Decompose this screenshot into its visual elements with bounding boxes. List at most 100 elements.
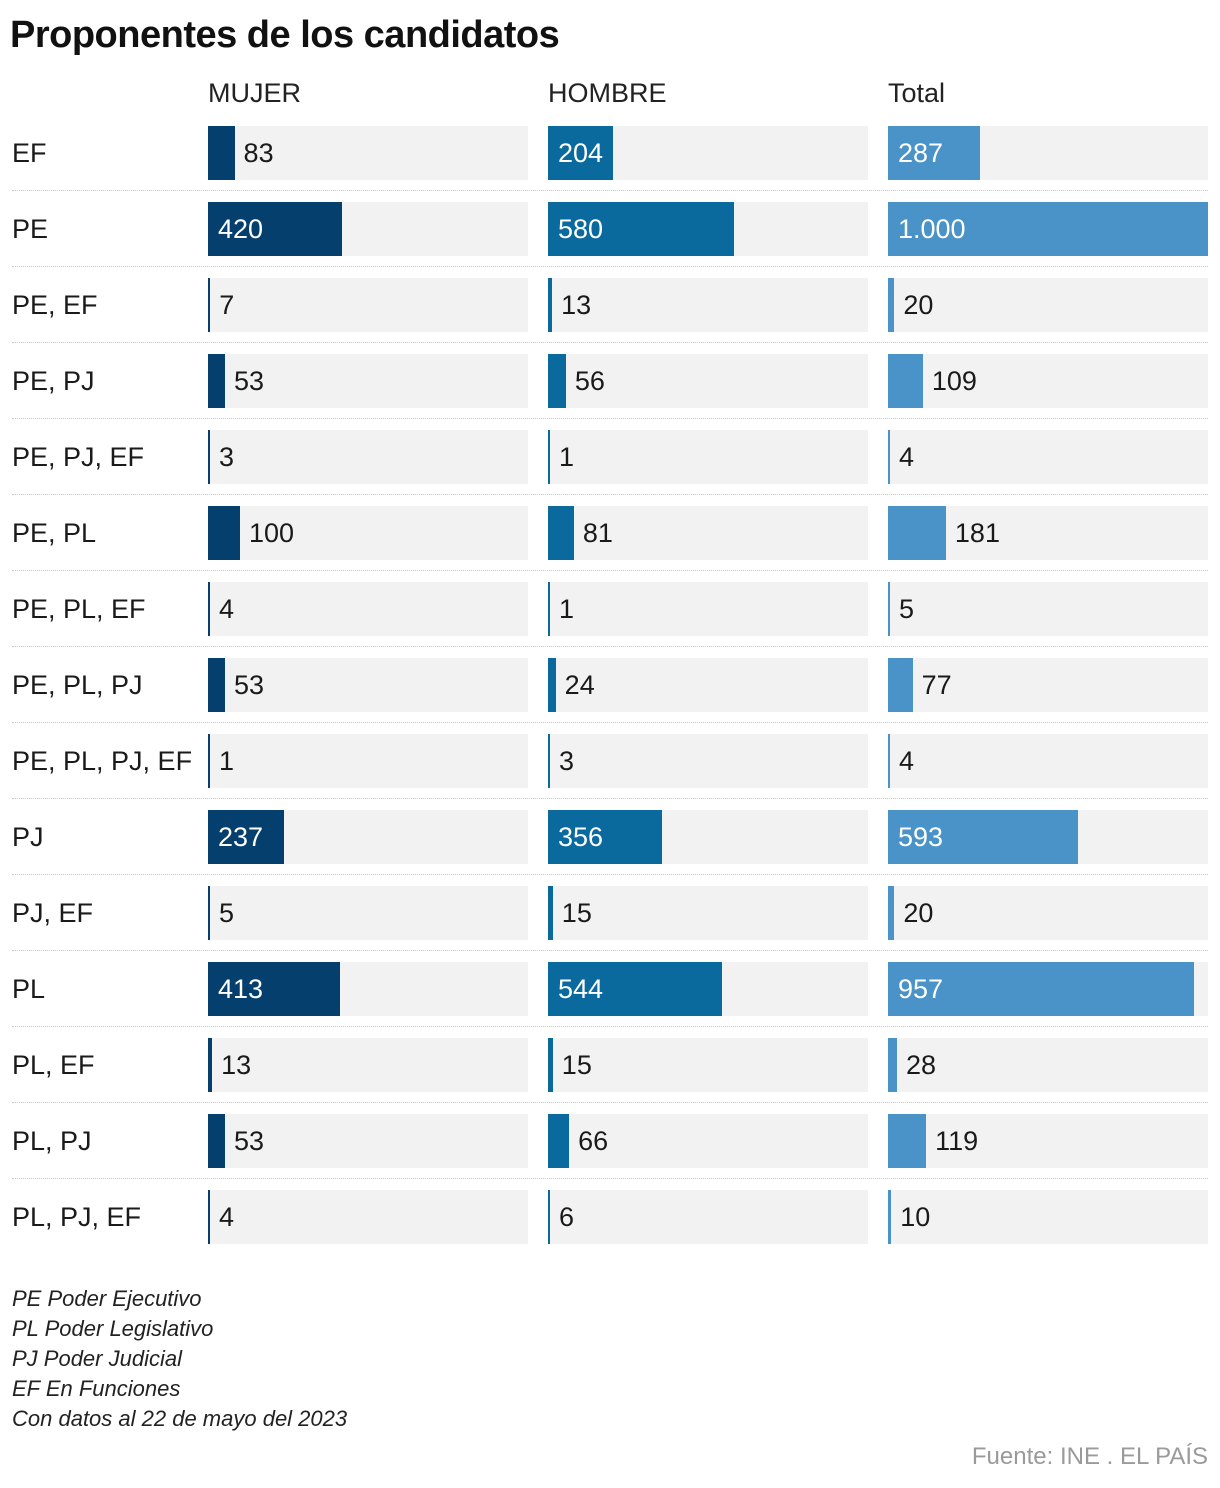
value-label: 1 [559, 594, 575, 624]
bar [208, 430, 210, 484]
bar-track: 580 [548, 202, 868, 256]
bar-track: 4 [208, 1190, 528, 1244]
value-label: 1 [559, 442, 575, 472]
value-label: 20 [903, 898, 934, 928]
row-divider [12, 950, 1208, 951]
category-label: PE, PL, PJ, EF [12, 746, 193, 776]
bar [888, 430, 890, 484]
bar-track: 1 [208, 734, 528, 788]
value-label: 4 [899, 442, 915, 472]
source-credit: Fuente: INE . EL PAÍS [971, 1443, 1208, 1470]
row-divider [12, 722, 1208, 723]
bar-track: 1 [548, 582, 868, 636]
value-label: 3 [219, 442, 235, 472]
chart-title: Proponentes de los candidatos [10, 14, 560, 56]
legend-notes: PE Poder Ejecutivo PL Poder Legislativo … [12, 1284, 347, 1434]
bar [888, 582, 890, 636]
value-label: 4 [219, 1202, 235, 1232]
bar [548, 582, 550, 636]
chart-row: PJ 237 356 593 [0, 810, 1220, 886]
chart-row: EF 83 204 287 [0, 126, 1220, 202]
bar [208, 506, 240, 560]
row-divider [12, 418, 1208, 419]
chart-row: PE, PL 100 81 181 [0, 506, 1220, 582]
value-label: 1 [219, 746, 235, 776]
value-label: 53 [233, 366, 264, 396]
bar [548, 886, 553, 940]
bar-track: 5 [208, 886, 528, 940]
bar [548, 810, 662, 864]
row-divider [12, 342, 1208, 343]
value-label: 56 [574, 366, 605, 396]
value-label: 28 [905, 1050, 936, 1080]
row-divider [12, 1102, 1208, 1103]
bar [208, 126, 235, 180]
chart-row: PL, EF 13 15 28 [0, 1038, 1220, 1114]
note-pe: PE Poder Ejecutivo [12, 1286, 202, 1311]
bar [888, 658, 913, 712]
bar [208, 1190, 210, 1244]
value-label: 580 [558, 214, 604, 244]
bar [888, 962, 1195, 1016]
bar-track: 6 [548, 1190, 868, 1244]
category-label: PL, EF [12, 1050, 95, 1080]
value-label: 100 [249, 518, 295, 548]
bar [888, 1190, 892, 1244]
note-pj: PJ Poder Judicial [12, 1346, 182, 1371]
bar [888, 506, 946, 560]
row-divider [12, 570, 1208, 571]
value-label: 53 [233, 1126, 264, 1156]
bar [208, 354, 225, 408]
chart-row: PE, PJ, EF 3 1 4 [0, 430, 1220, 506]
category-label: PL, PJ [12, 1126, 92, 1156]
bar [548, 962, 723, 1016]
category-label: PE, PL, PJ [12, 670, 143, 700]
category-label: EF [12, 138, 47, 168]
chart-row: PE, PL, EF 4 1 5 [0, 582, 1220, 658]
value-label: 6 [559, 1202, 575, 1232]
bar-track: 10 [888, 1190, 1208, 1244]
bar [548, 658, 556, 712]
category-label: PE, PL [12, 518, 97, 548]
value-label: 5 [219, 898, 235, 928]
value-label: 356 [558, 822, 604, 852]
row-divider [12, 190, 1208, 191]
value-label: 109 [931, 366, 977, 396]
bar-track: 957 [888, 962, 1208, 1016]
bar-track: 20 [888, 278, 1208, 332]
bar [208, 658, 225, 712]
row-divider [12, 1026, 1208, 1027]
bar-track: 5 [888, 582, 1208, 636]
category-label: PE, EF [12, 290, 98, 320]
bar-track: 53 [208, 354, 528, 408]
value-label: 593 [898, 822, 944, 852]
value-label: 81 [582, 518, 613, 548]
value-label: 1.000 [898, 214, 966, 244]
column-header-hombre: HOMBRE [548, 78, 667, 108]
bar [548, 1190, 550, 1244]
bar-track: 4 [888, 430, 1208, 484]
value-label: 3 [559, 746, 575, 776]
bar [888, 354, 923, 408]
bar-track: 237 [208, 810, 528, 864]
bar-track: 544 [548, 962, 868, 1016]
bar [548, 278, 553, 332]
value-label: 7 [219, 290, 235, 320]
column-header-total: Total [888, 78, 946, 108]
chart-row: PL, PJ, EF 4 6 10 [0, 1190, 1220, 1266]
chart-row: PE 420 580 1.000 [0, 202, 1220, 278]
category-label: PJ [12, 822, 44, 852]
category-label: PE, PJ [12, 366, 95, 396]
bar-track: 7 [208, 278, 528, 332]
value-label: 4 [899, 746, 915, 776]
value-label: 420 [218, 214, 264, 244]
value-label: 413 [218, 974, 264, 1004]
bar-track: 20 [888, 886, 1208, 940]
bar-track: 13 [548, 278, 868, 332]
column-header-mujer: MUJER [208, 78, 301, 108]
bar [208, 278, 211, 332]
bar-track: 4 [208, 582, 528, 636]
bar [208, 886, 210, 940]
value-label: 10 [900, 1202, 931, 1232]
bar-track: 593 [888, 810, 1208, 864]
